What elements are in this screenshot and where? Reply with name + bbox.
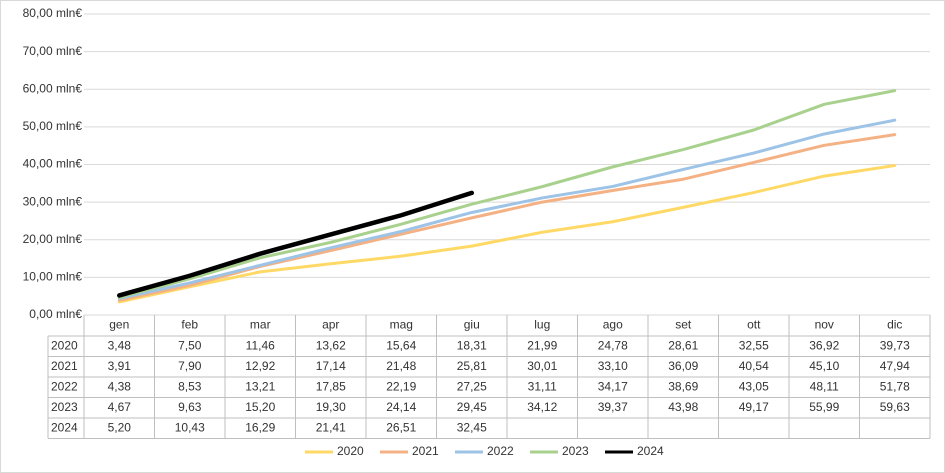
x-tick-label: ott (747, 318, 761, 332)
table-cell: 27,25 (457, 379, 487, 393)
x-tick-label: mag (390, 318, 413, 332)
table-cell: 38,69 (668, 379, 698, 393)
x-tick-label: apr (322, 318, 339, 332)
y-tick-label: 40,00 mln€ (23, 157, 83, 171)
table-cell: 28,61 (668, 338, 698, 352)
legend-label: 2020 (337, 444, 364, 458)
table-cell: 26,51 (386, 420, 416, 434)
table-cell: 12,92 (245, 359, 275, 373)
y-tick-label: 20,00 mln€ (23, 232, 83, 246)
line-series (117, 190, 474, 298)
table-cell: 13,21 (245, 379, 275, 393)
table-cell: 15,20 (245, 400, 275, 414)
x-tick-label: gen (109, 318, 129, 332)
legend-label: 2024 (637, 444, 664, 458)
line-series (117, 118, 897, 301)
x-tick-label: mar (250, 318, 271, 332)
table-cell: 3,48 (108, 338, 132, 352)
table-cell: 34,12 (527, 400, 557, 414)
table-cell: 19,30 (316, 400, 346, 414)
line-series (117, 164, 897, 304)
table-cell: 15,64 (386, 338, 416, 352)
table-cell: 10,43 (175, 420, 205, 434)
table-cell: 33,10 (598, 359, 628, 373)
legend-label: 2021 (412, 444, 439, 458)
table-cell: 25,81 (457, 359, 487, 373)
y-tick-label: 80,00 mln€ (23, 6, 83, 20)
table-cell: 43,98 (668, 400, 698, 414)
x-tick-label: ago (603, 318, 623, 332)
x-tick-label: giu (464, 318, 480, 332)
table-cell: 7,50 (178, 338, 202, 352)
table-cell: 30,01 (527, 359, 557, 373)
table-cell: 39,73 (880, 338, 910, 352)
table-cell: 43,05 (739, 379, 769, 393)
table-cell: 39,37 (598, 400, 628, 414)
table-cell: 34,17 (598, 379, 628, 393)
table-cell: 31,11 (528, 379, 557, 393)
x-tick-label: set (675, 318, 692, 332)
y-tick-label: 0,00 mln€ (29, 307, 82, 321)
table-cell: 4,67 (108, 400, 132, 414)
table-cell: 17,14 (316, 359, 346, 373)
table-cell: 17,85 (316, 379, 346, 393)
table-cell: 29,45 (457, 400, 487, 414)
table-row-label: 2022 (51, 379, 78, 393)
y-tick-label: 60,00 mln€ (23, 81, 83, 95)
table-cell: 59,63 (880, 400, 910, 414)
table-row-label: 2020 (51, 338, 78, 352)
table-cell: 5,20 (108, 420, 132, 434)
x-tick-label: dic (887, 318, 902, 332)
table-cell: 36,09 (668, 359, 698, 373)
table-cell: 36,92 (809, 338, 839, 352)
table-cell: 9,63 (178, 400, 202, 414)
table-cell: 24,14 (386, 400, 416, 414)
y-tick-label: 70,00 mln€ (23, 44, 83, 58)
x-tick-label: lug (534, 318, 550, 332)
table-cell: 40,54 (739, 359, 769, 373)
table-cell: 8,53 (178, 379, 202, 393)
table-cell: 32,45 (457, 420, 487, 434)
table-cell: 7,90 (178, 359, 202, 373)
table-row-label: 2024 (51, 420, 78, 434)
table-row-label: 2023 (51, 400, 78, 414)
table-cell: 21,48 (386, 359, 416, 373)
legend-label: 2023 (562, 444, 589, 458)
table-cell: 55,99 (809, 400, 839, 414)
table-cell: 48,11 (810, 379, 839, 393)
table-cell: 18,31 (457, 338, 487, 352)
table-cell: 21,99 (527, 338, 557, 352)
x-tick-label: feb (181, 318, 198, 332)
line-series (117, 89, 897, 299)
x-tick-label: nov (815, 318, 834, 332)
table-cell: 49,17 (739, 400, 769, 414)
table-cell: 11,46 (246, 338, 275, 352)
table-cell: 13,62 (316, 338, 346, 352)
table-row-label: 2021 (51, 359, 78, 373)
table-cell: 21,41 (316, 420, 346, 434)
table-cell: 24,78 (598, 338, 628, 352)
table-cell: 51,78 (880, 379, 910, 393)
table-cell: 45,10 (809, 359, 839, 373)
legend-label: 2022 (487, 444, 514, 458)
table-cell: 32,55 (739, 338, 769, 352)
table-cell: 3,91 (108, 359, 132, 373)
table-cell: 22,19 (386, 379, 416, 393)
y-tick-label: 10,00 mln€ (23, 270, 83, 284)
table-cell: 47,94 (880, 359, 910, 373)
y-tick-label: 30,00 mln€ (23, 194, 83, 208)
table-cell: 4,38 (108, 379, 132, 393)
table-cell: 16,29 (245, 420, 275, 434)
y-tick-label: 50,00 mln€ (23, 119, 83, 133)
